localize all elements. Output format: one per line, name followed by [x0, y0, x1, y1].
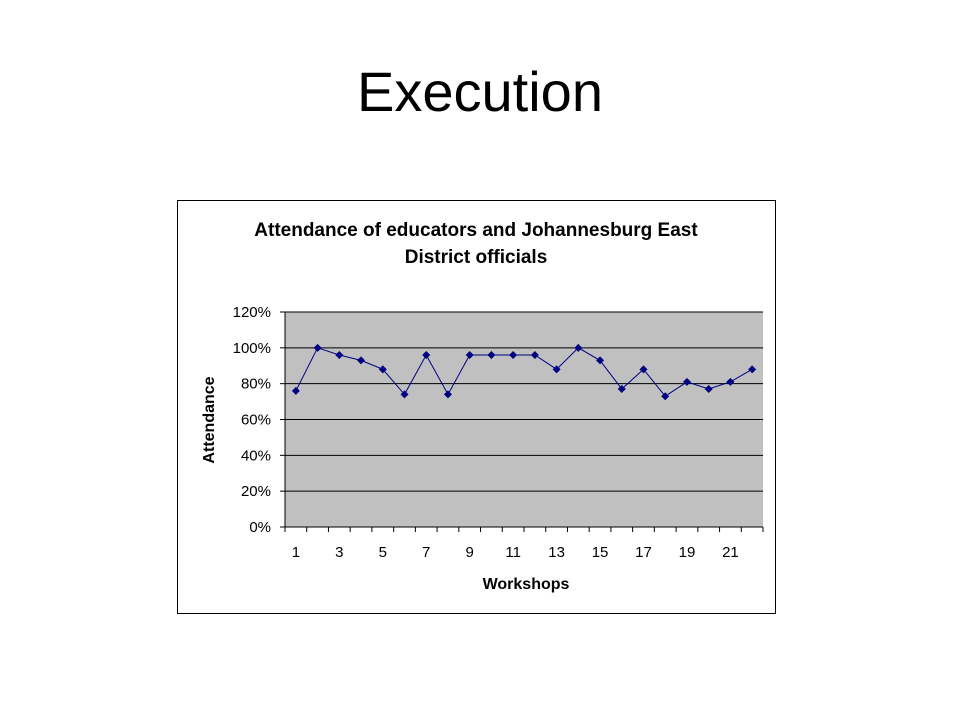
chart-title-line-1: Attendance of educators and Johannesburg… — [254, 220, 698, 241]
y-tick-label: 80% — [241, 376, 271, 393]
data-point-marker — [530, 351, 539, 359]
x-tick-label: 11 — [505, 544, 521, 561]
data-point-marker — [443, 390, 452, 399]
data-point-marker — [552, 365, 561, 374]
data-point-marker — [682, 377, 691, 386]
x-tick-label: 17 — [635, 544, 652, 561]
attendance-line-chart: Attendance of educators and Johannesburg… — [201, 220, 764, 593]
data-point-marker — [335, 351, 344, 359]
data-point-marker — [596, 356, 605, 365]
y-tick-label: 100% — [233, 340, 271, 357]
data-point-marker — [378, 365, 387, 374]
data-point-marker — [748, 365, 757, 374]
slide-title: Execution — [357, 60, 603, 123]
x-tick-label: 15 — [592, 544, 609, 561]
data-point-marker — [661, 392, 670, 401]
y-tick-label: 60% — [241, 412, 271, 429]
chart-title-line-2: District officials — [405, 247, 548, 268]
series-line — [295, 347, 753, 397]
data-point-marker — [726, 377, 735, 386]
data-point-marker — [487, 351, 496, 359]
x-tick-label: 19 — [679, 544, 696, 561]
data-markers — [291, 343, 757, 401]
data-point-marker — [704, 385, 713, 394]
x-tick-label: 7 — [422, 544, 430, 561]
x-axis-label: Workshops — [483, 576, 570, 593]
data-point-marker — [357, 356, 366, 365]
x-tick-label: 9 — [466, 544, 474, 561]
y-axis-label: Attendance — [201, 376, 218, 463]
data-point-marker — [465, 351, 474, 359]
y-tick-label: 0% — [249, 519, 271, 536]
data-point-marker — [617, 385, 626, 394]
y-tick-label: 40% — [241, 447, 271, 464]
y-tick-labels: 0% 20% 40% 60% 80% 100% 120% — [233, 304, 285, 536]
gridlines — [285, 311, 763, 492]
data-point-marker — [313, 343, 322, 352]
x-tick-labels: 1 3 5 7 9 11 13 15 17 19 21 — [284, 527, 764, 561]
data-point-marker — [574, 343, 583, 352]
data-point-marker — [509, 351, 518, 359]
y-tick-label: 20% — [241, 483, 271, 500]
data-point-marker — [422, 351, 431, 359]
x-tick-label: 5 — [379, 544, 387, 561]
x-tick-label: 13 — [548, 544, 565, 561]
x-tick-label: 3 — [335, 544, 343, 561]
data-point-marker — [291, 386, 300, 395]
chart-frame: Attendance of educators and Johannesburg… — [177, 200, 776, 614]
data-point-marker — [639, 365, 648, 374]
x-tick-label: 21 — [722, 544, 739, 561]
y-tick-label: 120% — [233, 304, 271, 321]
data-point-marker — [400, 390, 409, 399]
x-tick-label: 1 — [292, 544, 300, 561]
